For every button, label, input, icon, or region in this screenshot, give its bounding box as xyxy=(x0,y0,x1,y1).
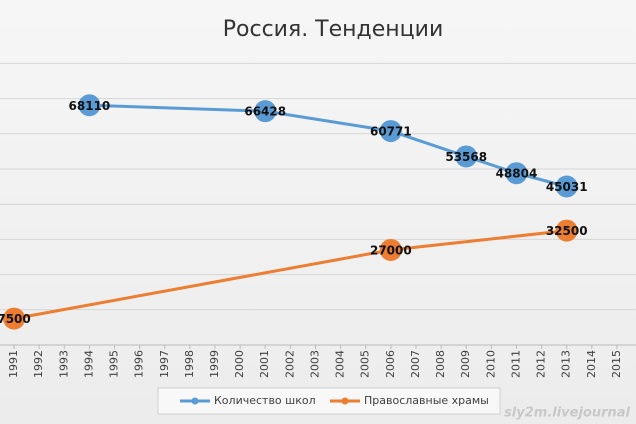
x-tick-label: 1999 xyxy=(208,350,221,378)
marker xyxy=(455,145,478,168)
x-tick-label: 2012 xyxy=(535,350,548,378)
marker xyxy=(379,120,402,143)
x-tick-label: 2005 xyxy=(359,350,372,378)
data-label: 60771 xyxy=(370,125,412,139)
x-tick-label: 2006 xyxy=(384,350,397,378)
x-tick-label: 1993 xyxy=(57,350,70,378)
data-label: 32500 xyxy=(546,224,588,238)
marker xyxy=(505,162,528,185)
x-tick-label: 2004 xyxy=(334,350,347,378)
x-tick-label: 2013 xyxy=(560,350,573,378)
marker xyxy=(78,94,101,117)
x-tick-label: 1991 xyxy=(7,350,20,378)
x-tick-label: 1992 xyxy=(32,350,45,378)
x-tick-label: 2001 xyxy=(258,350,271,378)
x-tick-label: 2009 xyxy=(459,350,472,378)
legend-label: Православные храмы xyxy=(364,394,489,407)
data-label: 66428 xyxy=(244,105,286,119)
x-tick-label: 2015 xyxy=(610,350,623,378)
x-tick-label: 2002 xyxy=(283,350,296,378)
legend-label: Количество школ xyxy=(214,394,316,407)
data-label: 48804 xyxy=(496,167,538,181)
data-label: 27000 xyxy=(370,243,412,257)
chart-title: Россия. Тенденции xyxy=(223,17,444,42)
legend-marker xyxy=(191,397,199,405)
x-tick-label: 1998 xyxy=(183,350,196,378)
x-tick-label: 1996 xyxy=(133,350,146,378)
x-tick-label: 2011 xyxy=(509,350,522,378)
x-tick-label: 2008 xyxy=(434,350,447,378)
data-label: 45031 xyxy=(546,180,588,194)
marker xyxy=(555,175,578,198)
x-tick-label: 2000 xyxy=(233,350,246,378)
watermark: sly2m.livejournal xyxy=(504,406,630,421)
marker xyxy=(3,307,26,330)
data-label: 7500 xyxy=(0,312,31,326)
x-tick-label: 1995 xyxy=(108,350,121,378)
x-tick-label: 2007 xyxy=(409,350,422,378)
x-tick-label: 2014 xyxy=(585,350,598,378)
x-tick-label: 2010 xyxy=(484,350,497,378)
legend-box xyxy=(157,387,501,415)
data-label: 53568 xyxy=(445,150,487,164)
data-label: 68110 xyxy=(69,99,111,113)
x-tick-label: 1994 xyxy=(82,350,95,378)
marker xyxy=(379,238,402,261)
marker xyxy=(555,219,578,242)
x-tick-label: 1997 xyxy=(158,350,171,378)
x-tick-label: 2003 xyxy=(308,350,321,378)
marker xyxy=(254,100,277,123)
legend-marker xyxy=(341,397,349,405)
